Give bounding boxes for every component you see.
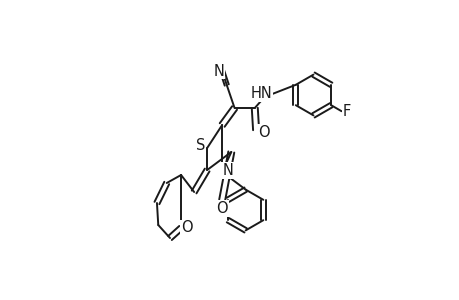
Text: O: O xyxy=(181,220,192,236)
Text: O: O xyxy=(216,201,228,216)
Text: S: S xyxy=(196,137,205,152)
Text: F: F xyxy=(342,104,350,119)
Text: HN: HN xyxy=(250,86,272,101)
Text: N: N xyxy=(213,64,224,79)
Text: O: O xyxy=(257,125,269,140)
Text: N: N xyxy=(222,163,233,178)
